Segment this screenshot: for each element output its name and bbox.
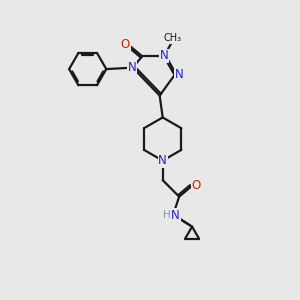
Text: N: N bbox=[158, 154, 167, 167]
Text: H: H bbox=[163, 210, 170, 220]
Text: CH₃: CH₃ bbox=[163, 33, 182, 43]
Text: N: N bbox=[128, 61, 137, 74]
Text: O: O bbox=[121, 38, 130, 51]
Text: N: N bbox=[160, 50, 169, 62]
Text: O: O bbox=[191, 179, 201, 192]
Text: N: N bbox=[174, 68, 183, 81]
Text: N: N bbox=[171, 209, 180, 222]
